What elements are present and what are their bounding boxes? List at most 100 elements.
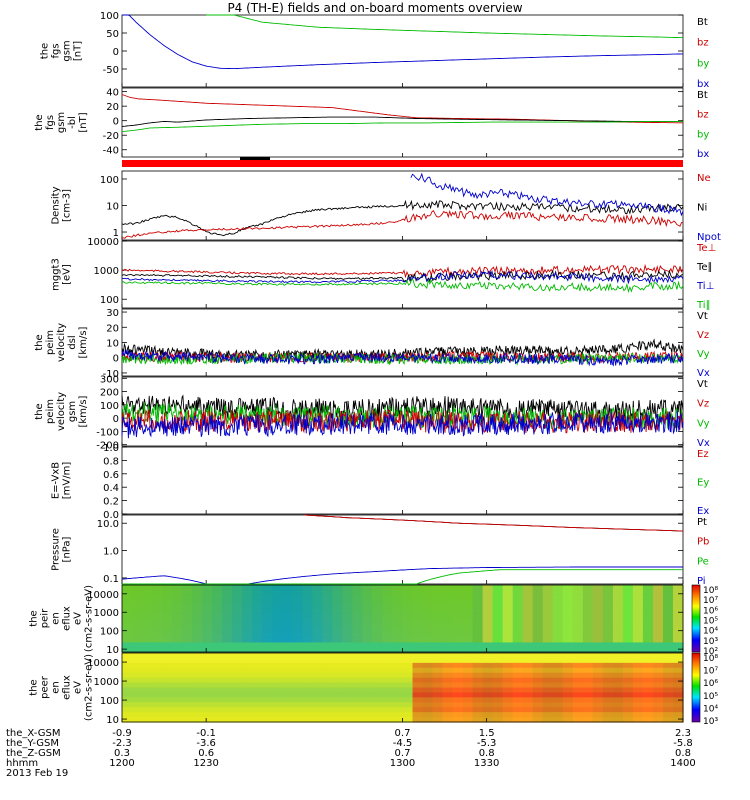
spectrogram-cell (612, 662, 624, 669)
spectrogram-cell (362, 672, 374, 679)
spectrogram-cell (362, 647, 374, 653)
spectrogram-cell (302, 692, 313, 698)
spectrogram-cell (162, 632, 173, 639)
spectrogram-cell (162, 618, 173, 624)
spectrogram-cell (642, 585, 654, 591)
spectrogram-cell (122, 632, 133, 639)
spectrogram-cell (372, 589, 384, 596)
spectrogram-cell (562, 702, 574, 708)
spectrogram-cell (252, 594, 263, 600)
spectrogram-cell (192, 692, 203, 698)
spectrogram-cell (442, 589, 454, 596)
spectrogram-cell (272, 682, 283, 689)
spectrogram-cell (152, 599, 163, 605)
spectrogram-cell (362, 677, 374, 684)
spectrogram-cell (192, 632, 203, 639)
y-tick-label: 10 (106, 645, 119, 656)
spectrogram-cell (652, 589, 664, 596)
spectrogram-cell (412, 677, 424, 684)
spectrogram-cell (472, 599, 484, 605)
spectrogram-cell (282, 618, 293, 624)
y-axis-label: eflux (62, 675, 73, 700)
spectrogram-cell (152, 647, 163, 653)
spectrogram-cell (622, 677, 634, 684)
spectrogram-cell (672, 667, 684, 674)
spectrogram-cell (412, 594, 424, 600)
spectrogram-cell (132, 712, 143, 718)
y-tick-label: 100 (100, 175, 119, 186)
spectrogram-cell (362, 687, 374, 694)
spectrogram-cell (662, 599, 674, 605)
spectrogram-cell (332, 692, 343, 698)
spectrogram-cell (292, 642, 303, 648)
spectrogram-cell (642, 667, 654, 674)
spectrogram-cell (142, 647, 153, 653)
panel-frame (121, 308, 684, 377)
spectrogram-cell (402, 632, 414, 639)
spectrogram-cell (572, 697, 584, 703)
spectrogram-cell (562, 632, 574, 639)
spectrogram-cell (652, 594, 664, 600)
spectrogram-cell (272, 599, 283, 605)
spectrogram-cell (222, 599, 233, 605)
spectrogram-cell (502, 662, 514, 669)
spectrogram-cell (532, 642, 544, 648)
spectrogram-cell (552, 667, 564, 674)
spectrogram-cell (412, 637, 424, 644)
spectrogram-cell (562, 662, 574, 669)
legend-entry: by (697, 58, 709, 69)
spectrogram-cell (142, 672, 153, 679)
spectrogram-cell (232, 677, 243, 684)
spectrogram-cell (382, 672, 394, 679)
series-line-bz (121, 94, 684, 124)
spectrogram-cell (392, 712, 404, 718)
colorbar-tick-label: 10⁷ (703, 596, 718, 606)
spectrogram-cell (542, 657, 554, 664)
spectrogram-cell (122, 682, 133, 689)
spectrogram-cell (202, 717, 213, 723)
spectrogram-cell (612, 677, 624, 684)
spectrogram-cell (252, 677, 263, 684)
spectrogram-cell (182, 717, 193, 723)
spectrogram-cell (162, 697, 173, 703)
spectrogram-cell (352, 628, 364, 634)
spectrogram-cell (242, 594, 253, 600)
spectrogram-cell (252, 608, 263, 615)
spectrogram-cell (312, 585, 323, 591)
spectrogram-cell (362, 613, 374, 620)
spectrogram-cell (282, 647, 293, 653)
spectrogram-cell (612, 618, 624, 624)
spectrogram-cell (352, 672, 364, 679)
spectrogram-cell (412, 623, 424, 629)
spectrogram-cell (642, 692, 654, 698)
spectrogram-cell (332, 599, 343, 605)
spectrogram-cell (592, 692, 604, 698)
spectrogram-cell (132, 707, 143, 713)
y-axis-label: peer (40, 675, 51, 699)
spectrogram-cell (392, 637, 404, 644)
spectrogram-cell (122, 662, 133, 669)
spectrogram-cell (232, 682, 243, 689)
spectrogram-cell (152, 677, 163, 684)
spectrogram-cell (542, 692, 554, 698)
spectrogram-cell (462, 692, 474, 698)
spectrogram-cell (272, 687, 283, 694)
y-tick-label: 0.1 (103, 574, 119, 585)
spectrogram-cell (602, 623, 614, 629)
spectrogram-cell (152, 613, 163, 620)
spectrogram-cell (662, 618, 674, 624)
spectrogram-cell (292, 677, 303, 684)
spectrogram-cell (202, 702, 213, 708)
y-tick-label: 1000 (94, 677, 119, 688)
spectrogram-cell (122, 707, 133, 713)
spectrogram-cell (342, 594, 354, 600)
spectrogram-cell (242, 585, 253, 591)
spectrogram-cell (612, 667, 624, 674)
legend-entry: Ni (697, 203, 707, 214)
legend-entry: Ti∥ (696, 300, 711, 311)
spectrogram-cell (492, 677, 504, 684)
spectrogram-cell (592, 637, 604, 644)
spectrogram-cell (452, 647, 464, 653)
spectrogram-cell (142, 604, 153, 610)
chart-title: P4 (TH-E) fields and on-board moments ov… (227, 1, 523, 15)
